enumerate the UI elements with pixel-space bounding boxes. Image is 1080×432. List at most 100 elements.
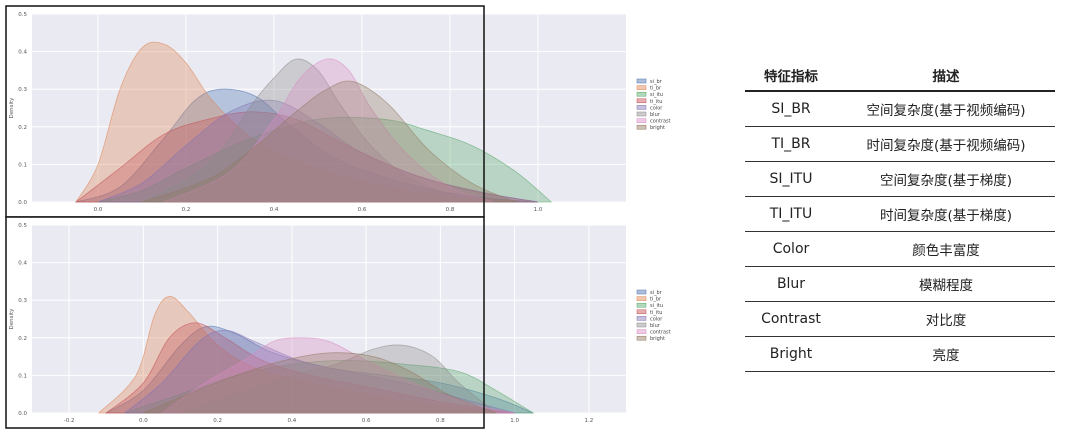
legend-label: ti_itu <box>650 99 662 105</box>
feature-name: SI_BR <box>771 101 811 117</box>
legend-label: si_br <box>650 290 663 296</box>
feature-name: Color <box>772 241 810 257</box>
feature-name: Bright <box>769 346 813 362</box>
feature-description: 模糊程度 <box>919 278 973 294</box>
y-tick-label: 0.5 <box>18 12 27 18</box>
feature-table: 特征指标 描述 SI_BR 空间复杂度(基于视频编码) TI_BR 时间复杂度(基于… <box>745 60 1055 372</box>
kde-charts: 0.0 0.2 0.4 0.6 0.8 1.0 0.0 0.1 0.2 0.3 0.4 0.5 Dens… <box>5 5 671 429</box>
y-tick-label: 0.4 <box>18 50 27 56</box>
feature-name: Contrast <box>761 311 821 327</box>
header-feature: 特征指标 <box>764 69 818 85</box>
x-tick-label: 0.0 <box>139 418 148 424</box>
feature-description: 时间复杂度(基于视频编码) <box>866 138 1026 154</box>
legend-swatch <box>636 111 647 117</box>
x-tick-label: 1.0 <box>510 418 519 424</box>
table-row: TI_ITU 时间复杂度(基于梯度) <box>745 197 1055 232</box>
table-row: Color 颜色丰富度 <box>745 232 1055 267</box>
legend-swatch <box>636 105 647 110</box>
density-area-blur <box>180 344 498 414</box>
feature-name: Blur <box>776 276 806 292</box>
legend-swatch <box>636 296 647 301</box>
density-area-ti_br <box>97 296 515 414</box>
y-tick-label: 0.0 <box>18 200 27 206</box>
y-tick-label: 0.1 <box>18 162 27 168</box>
density-area-bright <box>143 352 497 414</box>
y-tick-label: 0.5 <box>18 223 27 229</box>
y-tick-label: 0.4 <box>18 261 27 267</box>
table-row: SI_BR 空间复杂度(基于视频编码) <box>745 92 1055 127</box>
x-tick-label: 0.8 <box>436 418 445 424</box>
legend-swatch <box>636 118 647 123</box>
legend-label: blur <box>650 112 661 118</box>
x-tick-label: 0.4 <box>270 207 279 213</box>
feature-description: 亮度 <box>932 348 960 364</box>
legend-swatch <box>636 289 647 295</box>
table-header: 特征指标 描述 <box>745 60 1055 92</box>
x-tick-label: 0.6 <box>358 207 367 213</box>
feature-name: TI_ITU <box>769 206 813 222</box>
plot-area <box>32 14 626 202</box>
y-axis-label: Density <box>9 97 15 119</box>
legend-swatch <box>636 302 647 308</box>
density-area-color <box>97 99 539 203</box>
density-area-ti_br <box>75 41 539 203</box>
y-axis-label: Density <box>9 308 15 330</box>
feature-description: 对比度 <box>925 313 967 329</box>
legend-swatch <box>636 322 647 328</box>
legend-label: si_br <box>650 79 663 85</box>
feature-description: 空间复杂度(基于视频编码) <box>866 103 1026 119</box>
legend-swatch <box>636 309 647 315</box>
feature-description: 空间复杂度(基于梯度) <box>879 173 1013 189</box>
legend-swatch <box>636 91 647 97</box>
density-area-contrast <box>163 58 495 203</box>
header-description: 描述 <box>932 69 960 85</box>
density-area-bright <box>141 80 517 203</box>
legend-label: contrast <box>650 119 671 125</box>
kde-chart-2: -0.2 0.0 0.2 0.4 0.6 0.8 1.0 1.2 0.0 0.1 0.2 0.3 0.4… <box>5 216 671 429</box>
legend-label: si_itu <box>650 92 663 98</box>
x-tick-label: -0.2 <box>64 418 75 424</box>
legend-swatch <box>636 329 647 334</box>
density-area-si_itu <box>97 116 553 203</box>
x-tick-label: 0.2 <box>213 418 222 424</box>
density-area-ti_itu <box>105 322 515 414</box>
plot-area <box>32 225 626 413</box>
y-tick-label: 0.2 <box>18 125 27 131</box>
y-tick-label: 0.0 <box>18 411 27 417</box>
legend-label: color <box>650 105 663 111</box>
kde-chart-1: 0.0 0.2 0.4 0.6 0.8 1.0 0.0 0.1 0.2 0.3 0.4 0.5 Dens… <box>5 5 671 218</box>
table-row: Bright 亮度 <box>745 337 1055 372</box>
density-area-si_br <box>104 325 534 414</box>
density-area-color <box>123 329 515 414</box>
feature-name: TI_BR <box>771 136 811 152</box>
legend-swatch <box>636 335 647 341</box>
y-tick-label: 0.3 <box>18 87 27 93</box>
legend-swatch <box>636 316 647 321</box>
legend-swatch <box>636 78 647 84</box>
legend-label: bright <box>650 336 665 342</box>
x-tick-label: 0.6 <box>362 418 371 424</box>
y-tick-label: 0.2 <box>18 336 27 342</box>
legend-label: color <box>650 316 663 322</box>
x-tick-label: 0.8 <box>446 207 455 213</box>
table-row: TI_BR 时间复杂度(基于视频编码) <box>745 127 1055 162</box>
legend-label: ti_br <box>650 297 662 303</box>
feature-description: 时间复杂度(基于梯度) <box>879 208 1013 224</box>
legend-swatch <box>636 124 647 130</box>
x-tick-label: 0.2 <box>182 207 191 213</box>
density-area-contrast <box>160 337 515 414</box>
legend-label: si_itu <box>650 303 663 309</box>
legend-label: contrast <box>650 330 671 336</box>
legend-label: bright <box>650 125 665 131</box>
legend-swatch <box>636 85 647 90</box>
table-row: SI_ITU 空间复杂度(基于梯度) <box>745 162 1055 197</box>
y-tick-label: 0.3 <box>18 298 27 304</box>
legend-label: ti_itu <box>650 310 662 316</box>
x-tick-label: 0.0 <box>94 207 103 213</box>
chart-frame <box>5 216 485 429</box>
x-tick-label: 0.4 <box>288 418 297 424</box>
table-row: Contrast 对比度 <box>745 302 1055 337</box>
y-tick-label: 0.1 <box>18 373 27 379</box>
x-tick-label: 1.2 <box>585 418 594 424</box>
feature-description: 颜色丰富度 <box>912 243 980 259</box>
